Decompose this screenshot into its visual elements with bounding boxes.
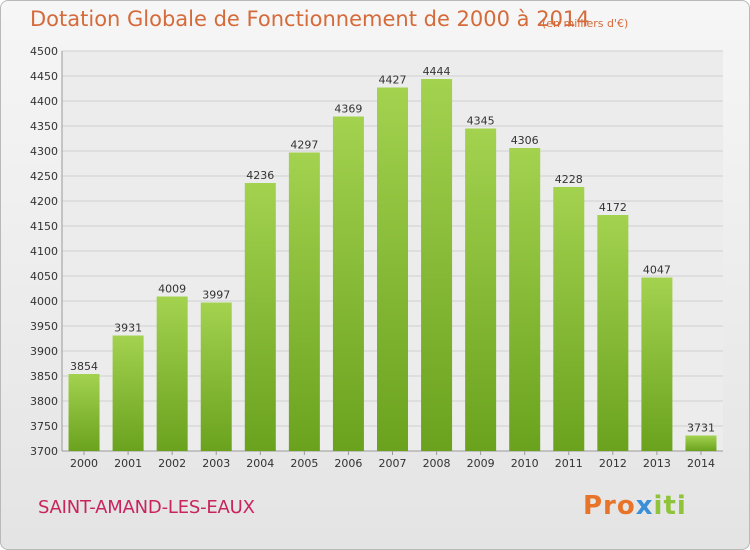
- bar: [200, 302, 232, 451]
- bar: [597, 215, 629, 451]
- data-label: 4228: [555, 173, 583, 186]
- data-label: 4444: [423, 65, 451, 78]
- x-tick-label: 2009: [467, 457, 495, 470]
- y-tick-label: 3950: [30, 320, 58, 333]
- bar: [332, 116, 364, 451]
- unit-note: (en milliers d'€): [542, 17, 629, 30]
- bar: [641, 277, 673, 451]
- bar: [288, 152, 320, 451]
- x-tick-label: 2008: [423, 457, 451, 470]
- bar: [156, 296, 188, 451]
- y-tick-label: 3900: [30, 345, 58, 358]
- data-label: 4172: [599, 201, 627, 214]
- y-tick-label: 4300: [30, 145, 58, 158]
- x-tick-label: 2005: [290, 457, 318, 470]
- data-label: 4345: [467, 115, 495, 128]
- y-tick-label: 4150: [30, 220, 58, 233]
- y-tick-label: 4250: [30, 170, 58, 183]
- y-tick-label: 4500: [30, 45, 58, 58]
- bar: [68, 374, 100, 451]
- y-tick-label: 4200: [30, 195, 58, 208]
- y-tick-label: 3700: [30, 445, 58, 458]
- x-tick-label: 2004: [246, 457, 274, 470]
- x-tick-label: 2001: [114, 457, 142, 470]
- bar: [509, 148, 541, 451]
- logo-part-1: Pro: [583, 491, 636, 521]
- bar: [465, 128, 497, 451]
- y-tick-label: 3750: [30, 420, 58, 433]
- x-tick-label: 2014: [687, 457, 715, 470]
- data-label: 4047: [643, 264, 671, 277]
- data-label: 4427: [379, 74, 407, 87]
- data-label: 4306: [511, 134, 539, 147]
- x-tick-label: 2003: [202, 457, 230, 470]
- y-tick-label: 4350: [30, 120, 58, 133]
- x-tick-label: 2012: [599, 457, 627, 470]
- city-name: SAINT-AMAND-LES-EAUX: [38, 497, 255, 518]
- x-tick-label: 2013: [643, 457, 671, 470]
- bar: [685, 435, 717, 451]
- data-label: 3731: [687, 422, 715, 435]
- bar: [553, 187, 585, 451]
- y-tick-label: 4100: [30, 245, 58, 258]
- bar: [377, 87, 408, 451]
- data-label: 4297: [290, 139, 318, 152]
- x-tick-label: 2011: [555, 457, 583, 470]
- bar: [244, 183, 276, 451]
- y-tick-label: 3800: [30, 395, 58, 408]
- chart-title: Dotation Globale de Fonctionnement de 20…: [30, 7, 590, 31]
- bar: [112, 335, 144, 451]
- bar: [421, 79, 453, 451]
- x-tick-label: 2006: [334, 457, 362, 470]
- data-label: 4236: [246, 169, 274, 182]
- data-label: 3931: [114, 322, 142, 335]
- y-tick-label: 4050: [30, 270, 58, 283]
- proxiti-logo: Proxiti: [583, 491, 687, 521]
- data-label: 4369: [334, 103, 362, 116]
- y-tick-label: 4450: [30, 70, 58, 83]
- y-tick-label: 4400: [30, 95, 58, 108]
- y-tick-label: 3850: [30, 370, 58, 383]
- logo-part-2: x: [635, 491, 654, 521]
- x-tick-label: 2000: [70, 457, 98, 470]
- data-label: 3854: [70, 360, 98, 373]
- x-tick-label: 2002: [158, 457, 186, 470]
- data-label: 3997: [202, 289, 230, 302]
- x-tick-label: 2007: [379, 457, 407, 470]
- y-tick-label: 4000: [30, 295, 58, 308]
- data-label: 4009: [158, 283, 186, 296]
- x-tick-label: 2010: [511, 457, 539, 470]
- logo-part-3: iti: [653, 491, 687, 521]
